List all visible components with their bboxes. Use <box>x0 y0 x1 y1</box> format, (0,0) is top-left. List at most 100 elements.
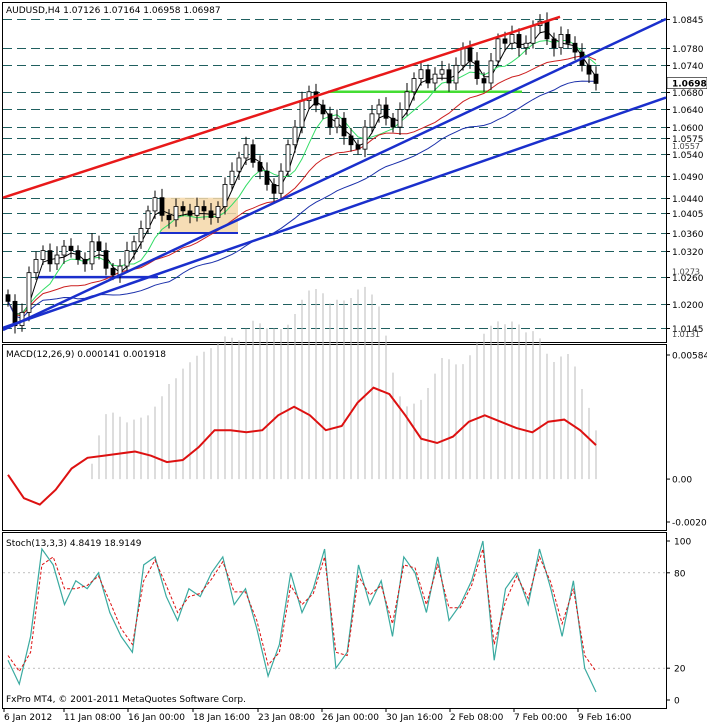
candle-body <box>299 100 305 128</box>
candle-body <box>180 206 186 212</box>
candle-body <box>96 241 102 252</box>
candle-body <box>222 184 228 207</box>
macd-indicator: 0.00584 0.00 -0.00202 <box>7 286 707 529</box>
candle-body <box>453 64 459 84</box>
candle-body <box>278 170 284 194</box>
candle-body <box>530 25 536 44</box>
candle-body <box>138 228 144 243</box>
stoch-axis-label: 80 <box>674 569 686 579</box>
stoch-axis-label: 100 <box>674 538 691 548</box>
time-label: 16 Jan 00:00 <box>128 713 185 723</box>
price-label: 1.0680 <box>672 89 704 99</box>
trend-lines <box>2 15 667 332</box>
candle-body <box>166 214 172 221</box>
price-label: 1.0780 <box>672 45 704 55</box>
candle-body <box>229 170 235 185</box>
price-grid <box>3 19 666 329</box>
candle-body <box>488 60 494 84</box>
candle-body <box>481 78 487 84</box>
candle-body <box>257 161 263 172</box>
stoch-title: Stoch(13,3,3) 4.8419 18.9149 <box>6 539 142 549</box>
candle-body <box>467 47 473 62</box>
macd-title: MACD(12,26,9) 0.000141 0.001918 <box>6 350 166 360</box>
candle-body <box>285 144 291 172</box>
stoch-main-line <box>7 540 597 693</box>
candle-body <box>572 42 578 53</box>
candle-body <box>558 34 564 49</box>
time-label: 9 Feb 16:00 <box>578 713 632 723</box>
candle-body <box>33 259 39 274</box>
price-label: 1.0740 <box>672 62 704 72</box>
candle-body <box>502 38 508 44</box>
time-axis: 6 Jan 2012 11 Jan 08:00 16 Jan 00:00 18 Jan… <box>3 708 632 723</box>
candle-body <box>187 210 193 216</box>
candle-body <box>243 144 249 159</box>
candle-body <box>397 109 403 128</box>
symbol-header: AUDUSD,H4 1.07126 1.07164 1.06958 1.0698… <box>6 6 221 16</box>
candle-body <box>61 245 67 256</box>
candle-body <box>236 157 242 172</box>
price-minor-label: 1.0273 <box>672 267 700 276</box>
price-label: 1.0320 <box>672 248 704 258</box>
candle-body <box>215 206 221 218</box>
candle-body <box>145 210 151 229</box>
candle-body <box>334 117 340 128</box>
copyright-text: FxPro MT4, © 2001-2011 MetaQuotes Softwa… <box>6 695 246 705</box>
candle-body <box>432 73 438 84</box>
macd-axis-label: 0.00 <box>672 476 692 486</box>
candle-body <box>250 144 256 163</box>
price-panel-frame <box>2 2 667 343</box>
candle-body <box>82 259 88 265</box>
candle-body <box>103 250 109 269</box>
candle-body <box>439 69 445 75</box>
candle-body <box>348 135 354 146</box>
candle-body <box>341 117 347 137</box>
candle-body <box>411 78 417 93</box>
time-label: 26 Jan 00:00 <box>322 713 379 723</box>
time-label: 18 Jan 16:00 <box>193 713 250 723</box>
candle-body <box>47 250 53 265</box>
price-label: 1.0440 <box>672 195 704 205</box>
candle-body <box>208 210 214 218</box>
blue-main-trendline <box>2 17 667 332</box>
ma-red-line <box>7 55 597 317</box>
price-minor-label: 1.0557 <box>672 142 700 151</box>
candle-body <box>516 34 522 49</box>
macd-signal-line <box>7 386 597 506</box>
candle-body <box>68 245 74 252</box>
candle-body <box>425 69 431 84</box>
blue-lower-trendline <box>2 96 667 330</box>
candle-body <box>523 42 529 49</box>
candle-body <box>292 126 298 146</box>
candle-body <box>544 20 550 40</box>
candle-body <box>75 250 81 260</box>
stoch-panel-frame <box>2 532 667 709</box>
price-minor-label: 1.0131 <box>672 330 700 339</box>
candle-body <box>404 91 410 110</box>
candle-body <box>383 104 389 119</box>
price-label: 1.0405 <box>672 210 704 220</box>
price-label: 1.0575 <box>672 135 704 145</box>
time-label: 11 Jan 08:00 <box>64 713 121 723</box>
candle-body <box>418 69 424 79</box>
candle-body <box>124 250 130 267</box>
macd-panel-frame <box>2 344 667 531</box>
candlesticks <box>5 12 599 334</box>
candle-body <box>264 170 270 185</box>
candle-body <box>19 311 25 327</box>
candle-body <box>460 47 466 66</box>
candle-body <box>390 117 396 128</box>
price-label: 1.0490 <box>672 173 704 183</box>
candle-body <box>551 38 557 49</box>
candle-body <box>355 144 361 150</box>
candle-body <box>152 197 158 212</box>
current-price-label: 1.06987 <box>672 80 707 90</box>
candle-body <box>327 113 333 128</box>
candle-body <box>446 69 452 84</box>
candle-body <box>54 254 60 265</box>
price-label: 1.0540 <box>672 151 704 161</box>
time-label: 23 Jan 08:00 <box>258 713 315 723</box>
candle-body <box>369 113 375 128</box>
candle-body <box>313 91 319 106</box>
